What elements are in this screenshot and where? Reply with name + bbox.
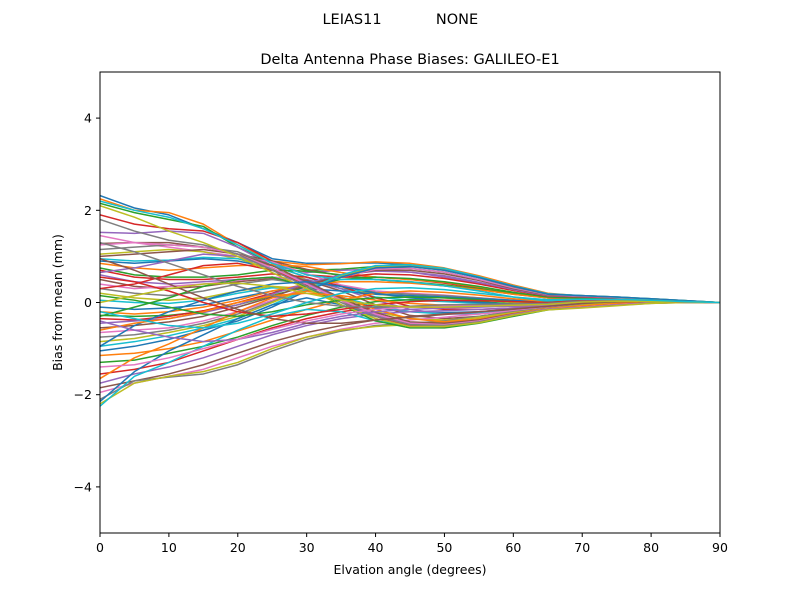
series-layer <box>100 194 720 407</box>
figure-suptitle-right: NONE <box>436 12 478 28</box>
x-axis-label: Elvation angle (degrees) <box>333 562 486 577</box>
y-tick-label: −4 <box>74 479 92 494</box>
x-tick-label: 70 <box>574 540 590 555</box>
y-tick-label: 2 <box>84 203 92 218</box>
x-tick-label: 0 <box>96 540 104 555</box>
y-axis-label: Bias from mean (mm) <box>50 234 65 371</box>
chart-title: Delta Antenna Phase Biases: GALILEO-E1 <box>260 52 559 68</box>
x-tick-label: 90 <box>712 540 728 555</box>
x-tick-label: 20 <box>230 540 246 555</box>
series-line-60 <box>100 287 720 329</box>
y-tick-label: 0 <box>84 295 92 310</box>
series-line-31 <box>100 265 720 352</box>
x-tick-label: 10 <box>161 540 177 555</box>
series-line-49 <box>100 204 720 328</box>
series-line-57 <box>100 299 720 368</box>
x-tick-label: 50 <box>436 540 452 555</box>
x-axis: 0 10 20 30 40 50 60 70 80 90 <box>96 533 728 555</box>
y-tick-label: −2 <box>74 387 92 402</box>
y-axis: −4 −2 0 2 4 <box>74 111 100 494</box>
figure-suptitle-left: LEIAS11 <box>322 12 381 28</box>
x-tick-label: 40 <box>368 540 384 555</box>
x-tick-label: 60 <box>505 540 521 555</box>
y-tick-label: 4 <box>84 111 92 126</box>
x-tick-label: 80 <box>643 540 659 555</box>
x-tick-label: 30 <box>299 540 315 555</box>
series-line-59 <box>100 282 720 308</box>
